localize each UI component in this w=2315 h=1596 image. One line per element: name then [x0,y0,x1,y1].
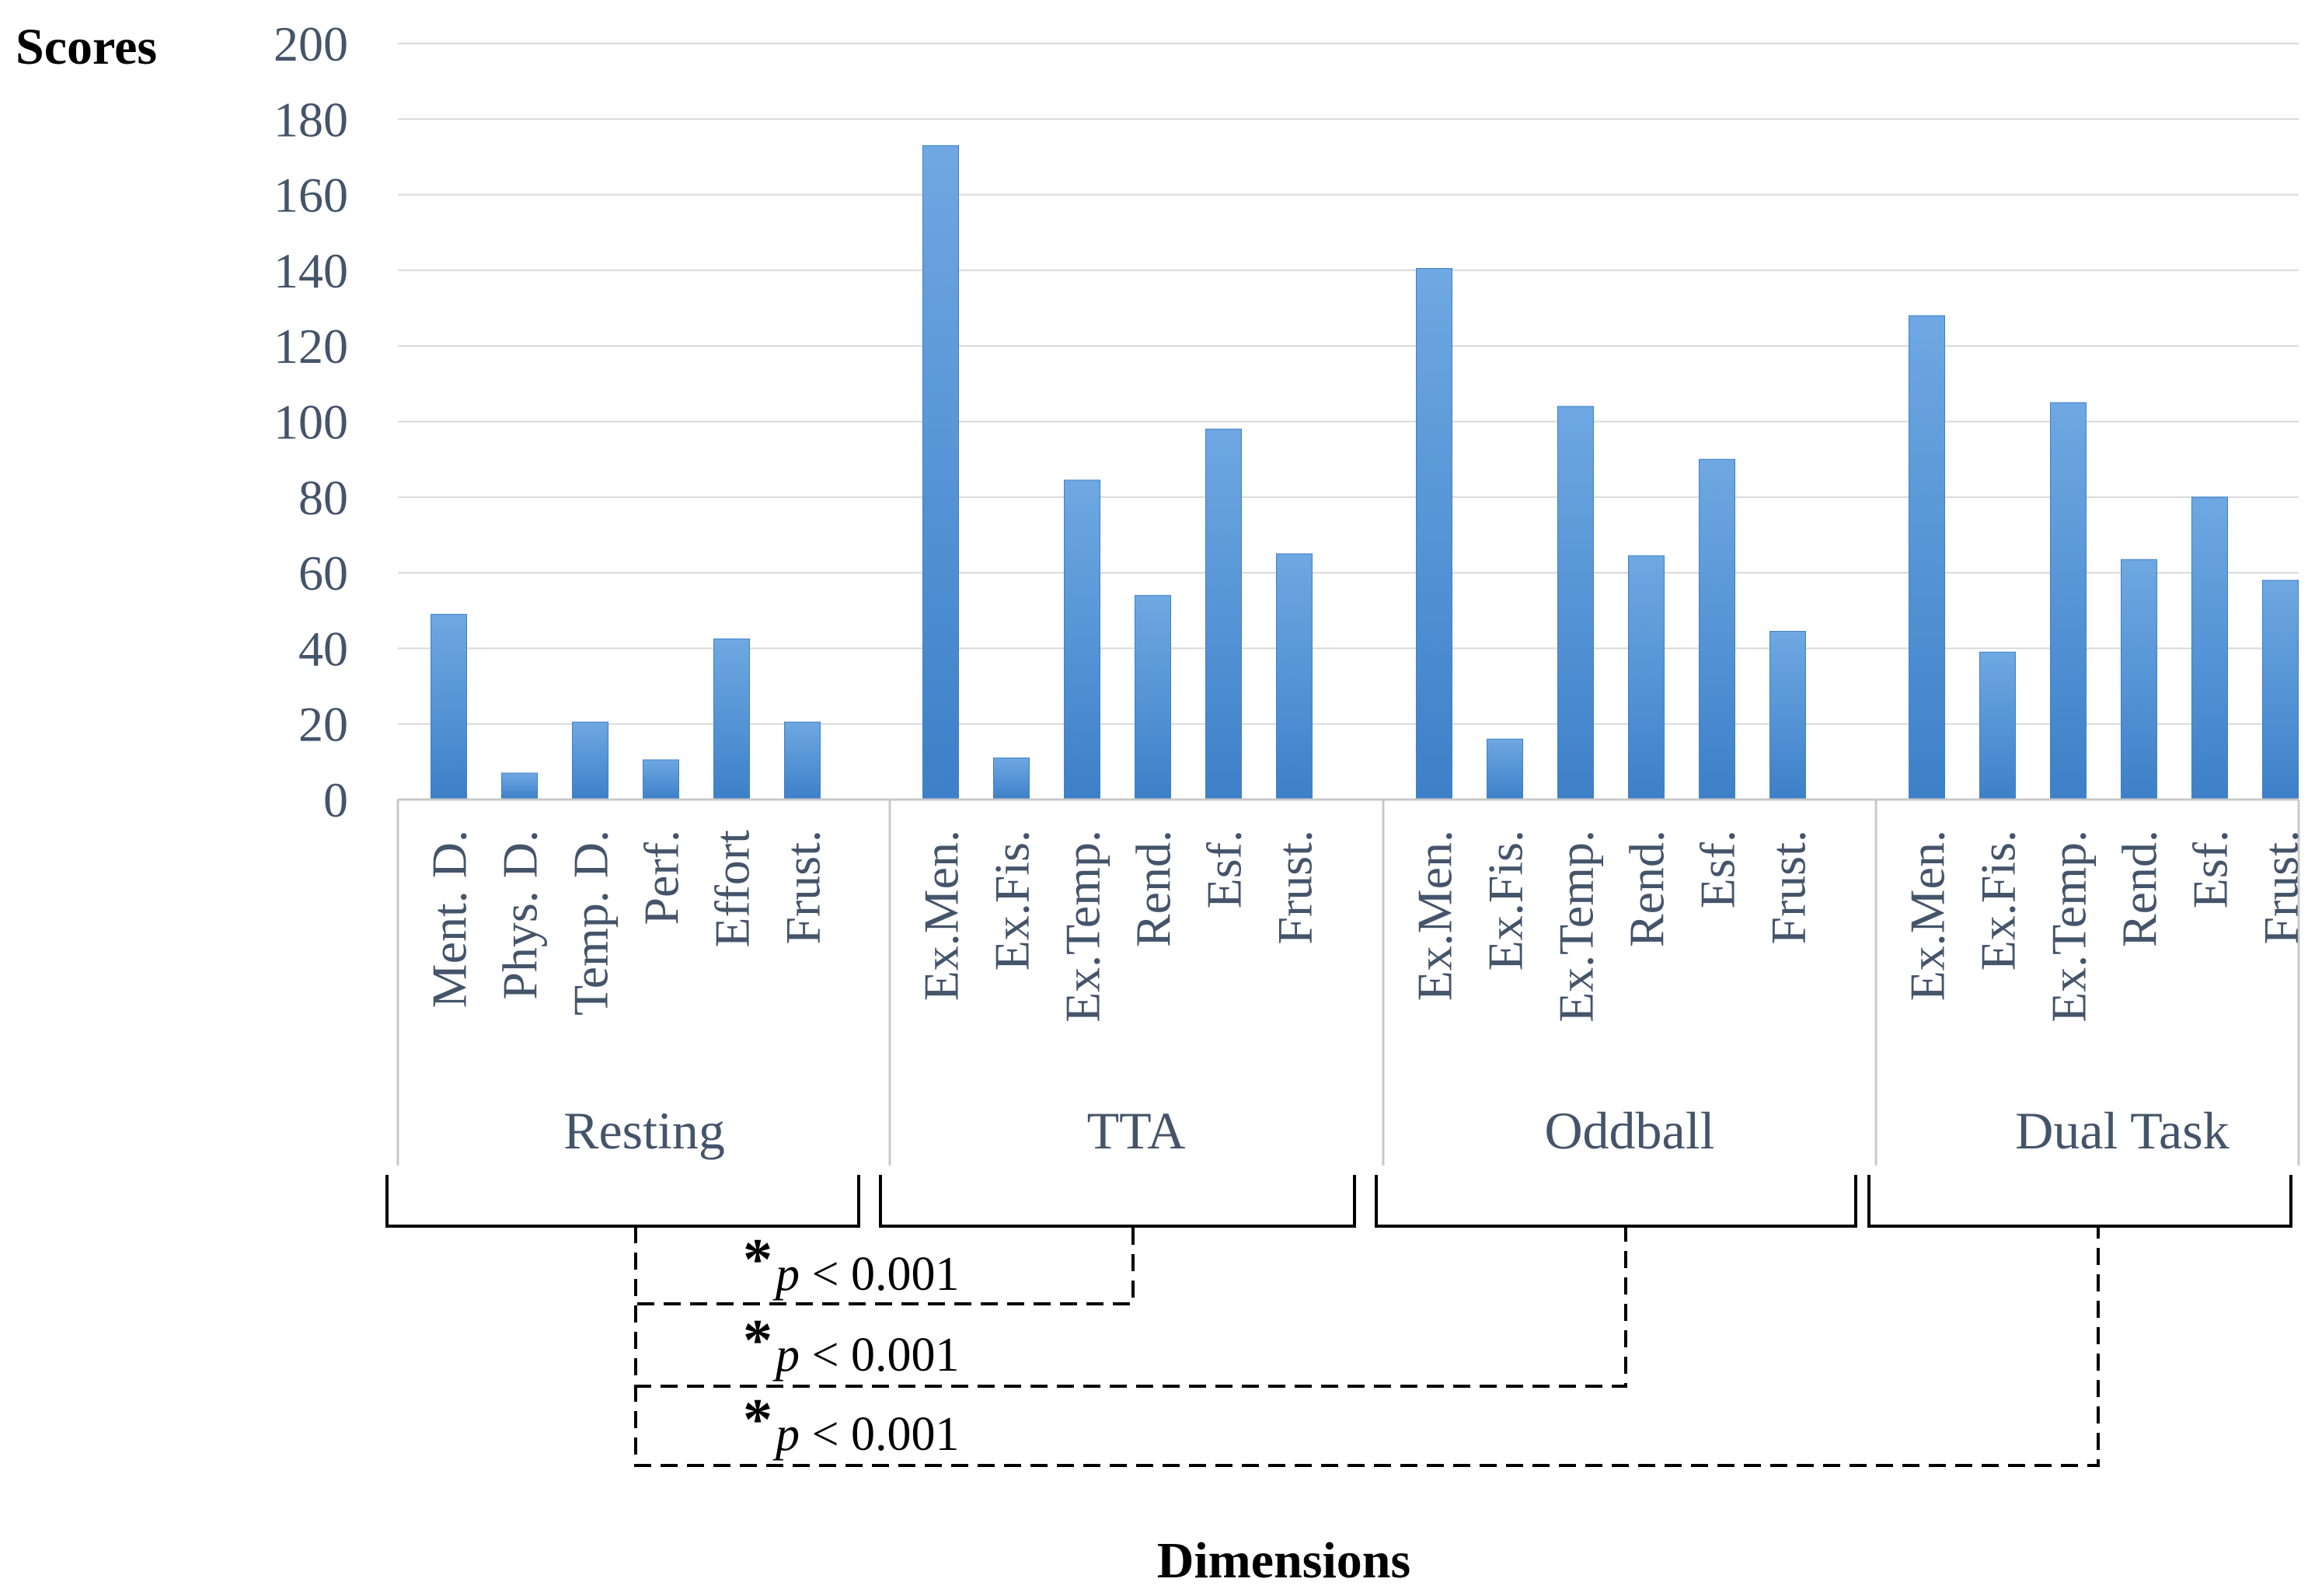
category-label: Rend. [2112,830,2167,947]
y-tick-label: 80 [298,470,348,525]
bar[interactable] [993,757,1030,800]
category-label: Ex.Fis. [1971,830,2026,970]
bar[interactable] [1276,553,1313,800]
group-bracket [1867,1175,2292,1228]
category-label: Esf. [1690,830,1745,908]
bar[interactable] [1769,631,1806,800]
bar[interactable] [1205,428,1242,800]
y-tick-label: 40 [298,621,348,676]
category-label: Frust. [1267,830,1323,945]
category-label: Frust. [776,830,831,945]
group-bracket [879,1175,1356,1228]
bar[interactable] [2050,402,2087,800]
category-label: Ment. D. [422,830,477,1008]
group-label: TTA [1087,1101,1186,1160]
category-label: Perf. [634,830,689,925]
group-label: Resting [563,1101,725,1160]
bar[interactable] [2121,559,2157,800]
bar[interactable] [501,772,538,800]
bar[interactable] [1064,479,1100,800]
bar[interactable] [1979,651,2016,800]
group-bracket [385,1175,860,1228]
category-label: Ex.Fis. [985,830,1040,970]
category-label: Frust. [2254,830,2309,945]
category-label: Temp. D. [563,830,619,1016]
significance-star: * [743,1308,772,1373]
bar[interactable] [1416,267,1452,800]
category-label: Ex.Men. [914,830,969,1001]
significance-line [634,1226,2100,1467]
bar[interactable] [1487,738,1523,800]
category-label: Rend. [1126,830,1181,947]
bar[interactable] [431,614,467,800]
bar[interactable] [713,638,750,800]
bar[interactable] [643,759,679,800]
category-label: Phys. D. [493,830,548,1000]
y-tick-label: 20 [298,697,348,752]
category-label: Ex.Men. [1900,830,1955,1001]
bar[interactable] [2262,580,2299,800]
significance-label: p < 0.001 [772,1408,959,1461]
category-label: Ex.Temp. [2041,830,2097,1023]
bar[interactable] [1557,406,1594,800]
category-label: Ex.Men. [1407,830,1463,1001]
y-tick-label: 200 [274,16,348,71]
y-tick-label: 60 [298,545,348,601]
y-tick-label: 140 [274,243,348,298]
x-axis: Ment. D. Phys. D. Temp. D. Perf. Effort Frust… [396,798,2309,1166]
group-label: Oddball [1544,1101,1714,1160]
y-tick-label: 160 [274,168,348,223]
category-label: Esf. [2183,830,2238,908]
bar[interactable] [2191,497,2228,800]
bar[interactable] [784,721,821,800]
bar[interactable] [922,145,959,800]
significance-star: * [743,1387,772,1452]
category-label: Ex.Temp. [1549,830,1604,1023]
x-axis-title: Dimensions [1157,1532,1410,1589]
category-label: Effort [705,830,760,948]
significance-star: * [743,1227,772,1292]
significance-brackets: * p < 0.001* p < 0.001* p < 0.001 [385,1175,2292,1467]
group-label: Dual Task [2015,1101,2229,1160]
y-axis-title: Scores [16,19,157,75]
y-axis: 0 20 40 60 80 100 120 140 160 180 200 [274,16,348,828]
gridlines [398,43,2299,725]
y-tick-label: 100 [274,395,348,450]
category-label: Rend. [1619,830,1675,947]
bar[interactable] [1699,458,1735,800]
bar[interactable] [572,721,608,800]
y-tick-label: 180 [274,92,348,147]
significance-label: p < 0.001 [772,1248,959,1301]
bar[interactable] [1909,315,1945,800]
y-tick-label: 120 [274,319,348,374]
category-label: Ex.Temp. [1055,830,1110,1023]
group-bracket [1375,1175,1857,1228]
category-label: Ex.Fis. [1478,830,1533,970]
category-label: Esf. [1197,830,1252,908]
significance-label: p < 0.001 [772,1329,959,1382]
y-tick-label: 0 [323,772,348,828]
bars [431,145,2299,800]
category-label: Frust. [1761,830,1816,945]
bar[interactable] [1135,594,1171,800]
bar[interactable] [1628,555,1665,800]
